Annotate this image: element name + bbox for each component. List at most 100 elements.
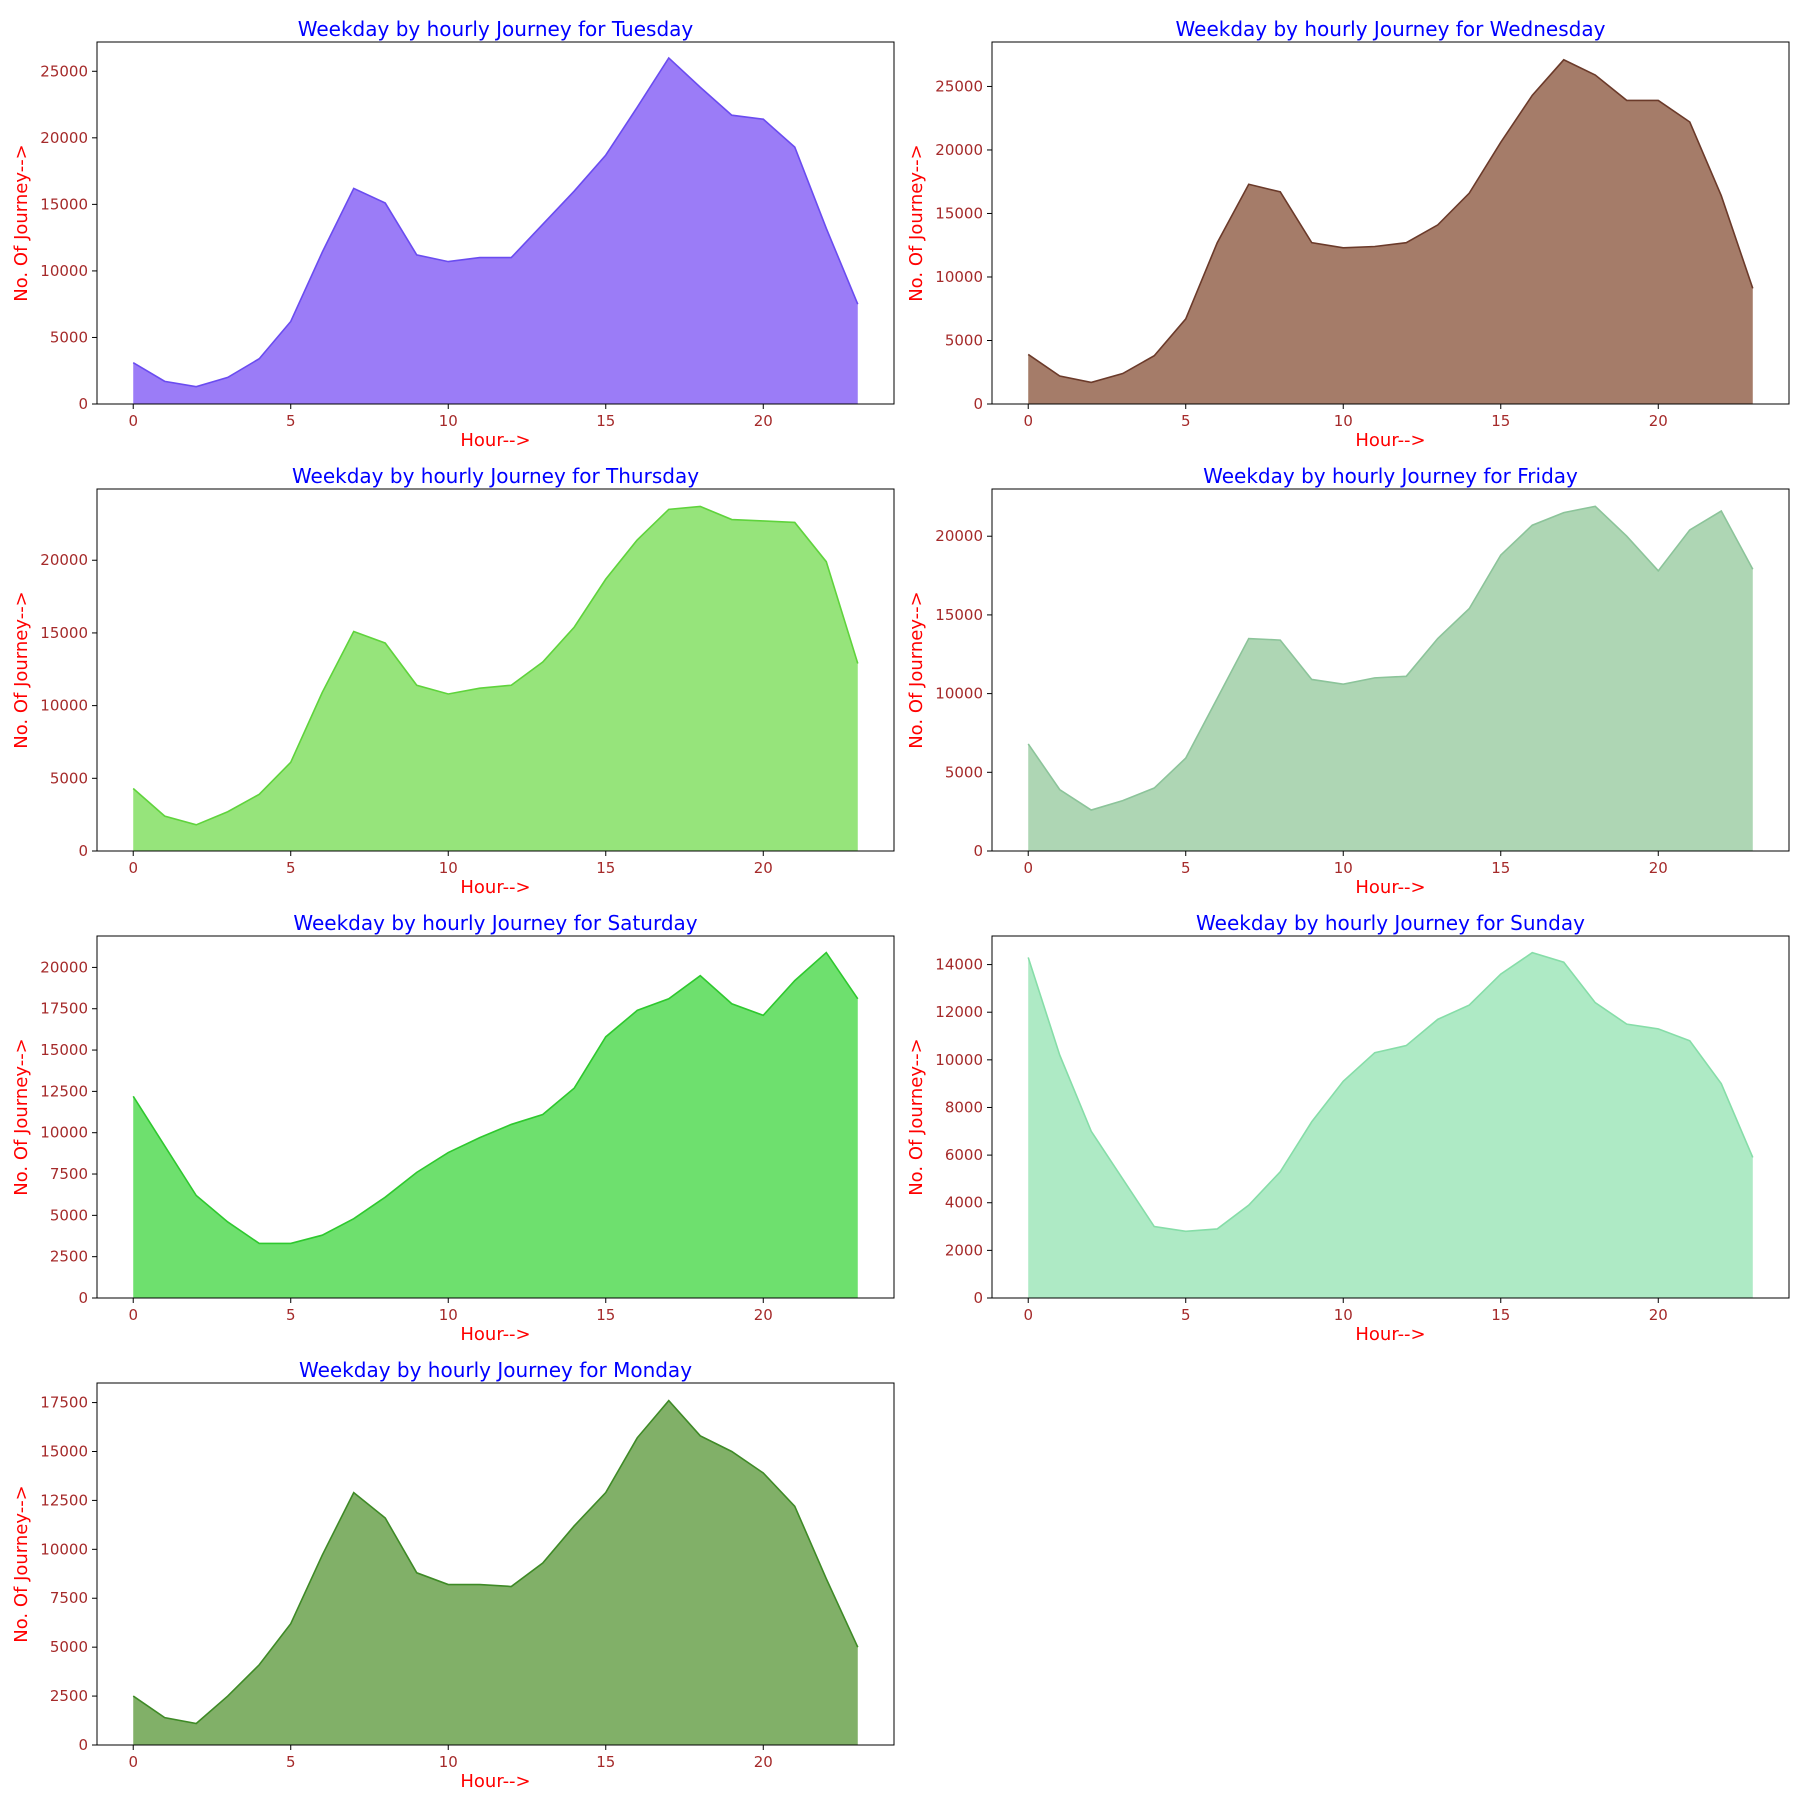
y-tick-label: 15000 [40, 624, 88, 642]
y-tick-label: 20000 [40, 129, 88, 147]
y-tick-label: 10000 [935, 1051, 983, 1069]
y-tick-label: 5000 [945, 331, 983, 349]
y-tick-label: 5000 [50, 328, 88, 346]
y-tick-label: 5000 [50, 769, 88, 787]
x-axis-label: Hour--> [460, 430, 530, 451]
chart-title: Weekday by hourly Journey for Sunday [1196, 911, 1585, 935]
x-tick-label: 15 [596, 412, 615, 430]
x-tick-label: 5 [286, 1753, 296, 1771]
chart-panel-3: 0 5 10 15 20 0 5000 10000 15000 20000 Weekday by h… [906, 464, 1790, 898]
y-tick-label: 0 [78, 1289, 88, 1307]
x-tick-label: 20 [754, 1306, 773, 1324]
x-tick-label: 20 [754, 1753, 773, 1771]
y-tick-label: 0 [78, 395, 88, 413]
y-tick-label: 6000 [945, 1146, 983, 1164]
area-line [132, 951, 859, 1245]
y-tick-label: 15000 [935, 204, 983, 222]
x-tick-label: 0 [1023, 859, 1033, 877]
y-tick-label: 25000 [40, 62, 88, 80]
y-tick-label: 15000 [40, 1041, 88, 1059]
y-tick-label: 2000 [945, 1241, 983, 1259]
area-line [1027, 951, 1754, 1233]
y-tick-label: 2500 [50, 1248, 88, 1266]
area-fill [133, 57, 858, 405]
y-tick-label: 0 [78, 1736, 88, 1754]
x-axis-label: Hour--> [1355, 1324, 1425, 1345]
x-tick-label: 15 [1491, 1306, 1510, 1324]
x-tick-label: 0 [1023, 412, 1033, 430]
chart-title: Weekday by hourly Journey for Wednesday [1176, 17, 1606, 41]
x-tick-label: 5 [1181, 859, 1191, 877]
x-tick-label: 20 [1649, 859, 1668, 877]
y-tick-label: 4000 [945, 1194, 983, 1212]
chart-title: Weekday by hourly Journey for Friday [1203, 464, 1578, 488]
area-line [132, 56, 859, 388]
area-fill [133, 506, 858, 851]
area-fill [1028, 506, 1753, 851]
y-axis-label: No. Of Journey--> [11, 144, 32, 302]
y-tick-label: 7500 [50, 1589, 88, 1607]
area-fill [1028, 952, 1753, 1298]
x-tick-label: 10 [439, 859, 458, 877]
y-tick-label: 5000 [50, 1206, 88, 1224]
x-axis-label: Hour--> [460, 877, 530, 898]
y-tick-label: 20000 [40, 958, 88, 976]
y-tick-label: 10000 [40, 1540, 88, 1558]
x-tick-label: 20 [1649, 1306, 1668, 1324]
x-tick-label: 10 [1334, 1306, 1353, 1324]
x-tick-label: 15 [596, 859, 615, 877]
y-axis-label: No. Of Journey--> [11, 1485, 32, 1643]
x-tick-label: 15 [596, 1753, 615, 1771]
y-tick-label: 17500 [40, 1000, 88, 1018]
y-tick-label: 20000 [40, 551, 88, 569]
x-tick-label: 15 [1491, 412, 1510, 430]
x-tick-label: 20 [754, 859, 773, 877]
y-tick-label: 12000 [935, 1003, 983, 1021]
plot-frame [991, 41, 1790, 405]
y-tick-label: 15000 [40, 1442, 88, 1460]
y-tick-label: 10000 [40, 262, 88, 280]
plot-frame [96, 488, 895, 852]
y-tick-label: 10000 [935, 685, 983, 703]
x-tick-label: 0 [128, 412, 138, 430]
y-tick-label: 10000 [40, 1124, 88, 1142]
y-axis-label: No. Of Journey--> [906, 144, 927, 302]
plot-frame [96, 41, 895, 405]
chart-title: Weekday by hourly Journey for Monday [299, 1358, 692, 1382]
x-tick-label: 15 [1491, 859, 1510, 877]
area-line [1027, 58, 1754, 384]
area-line [1027, 505, 1754, 811]
x-tick-label: 0 [1023, 1306, 1033, 1324]
plot-frame [96, 1382, 895, 1746]
y-tick-label: 5000 [945, 763, 983, 781]
x-tick-label: 10 [439, 412, 458, 430]
y-axis-label: No. Of Journey--> [11, 591, 32, 749]
y-tick-label: 0 [973, 1289, 983, 1307]
x-tick-label: 0 [128, 1753, 138, 1771]
y-tick-label: 0 [78, 842, 88, 860]
chart-panel-4: 0 5 10 15 20 0 2500 5000 7500 10000 12500 15000 1750… [11, 911, 895, 1345]
x-tick-label: 20 [1649, 412, 1668, 430]
x-tick-label: 10 [1334, 859, 1353, 877]
y-tick-label: 25000 [935, 77, 983, 95]
y-tick-label: 20000 [935, 141, 983, 159]
x-tick-label: 5 [1181, 1306, 1191, 1324]
y-tick-label: 10000 [935, 268, 983, 286]
chart-panel-6: 0 5 10 15 20 0 2500 5000 7500 10000 12500 15000 1750… [11, 1358, 895, 1792]
y-tick-label: 14000 [935, 956, 983, 974]
y-tick-label: 2500 [50, 1687, 88, 1705]
x-tick-label: 0 [128, 1306, 138, 1324]
x-tick-label: 0 [128, 859, 138, 877]
x-tick-label: 10 [439, 1306, 458, 1324]
chart-title: Weekday by hourly Journey for Saturday [293, 911, 697, 935]
y-axis-label: No. Of Journey--> [906, 591, 927, 749]
x-tick-label: 5 [286, 859, 296, 877]
x-tick-label: 5 [1181, 412, 1191, 430]
y-tick-label: 20000 [935, 527, 983, 545]
plot-frame [991, 488, 1790, 852]
x-tick-label: 10 [1334, 412, 1353, 430]
x-tick-label: 15 [596, 1306, 615, 1324]
y-axis-label: No. Of Journey--> [906, 1038, 927, 1196]
x-axis-label: Hour--> [1355, 877, 1425, 898]
